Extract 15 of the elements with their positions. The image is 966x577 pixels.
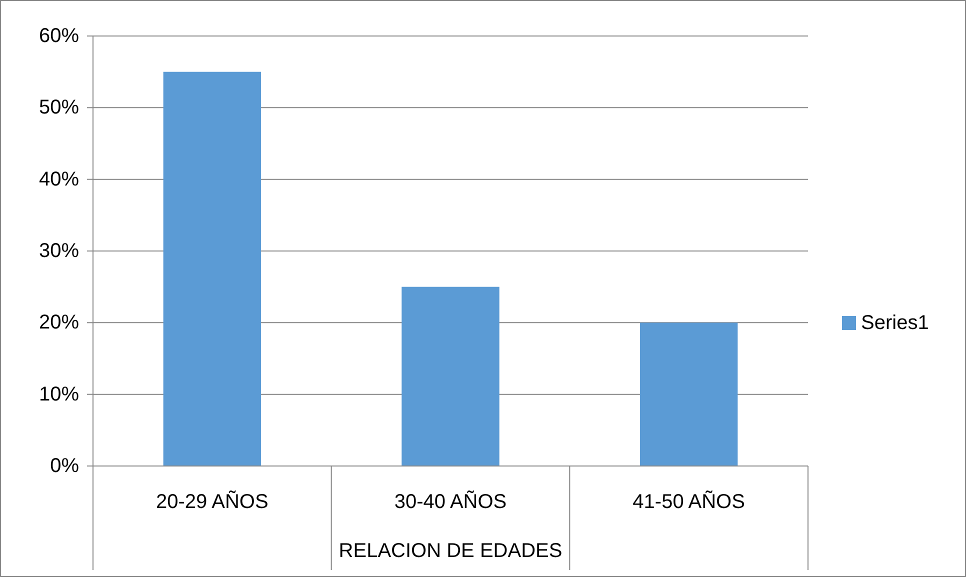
x-tick-label: 30-40 AÑOS [394, 490, 507, 513]
bar [640, 322, 738, 466]
y-tick-label: 20% [38, 312, 80, 334]
x-axis-title: RELACION DE EDADES [338, 540, 562, 562]
y-tick-label: 10% [38, 383, 80, 406]
x-tick-label: 41-50 AÑOS [632, 490, 745, 513]
bar [402, 286, 500, 466]
y-tick-label: 50% [38, 96, 80, 119]
y-tick-label: 60% [38, 25, 80, 47]
legend-label: Series1 [861, 312, 929, 334]
y-tick-label: 40% [38, 168, 80, 190]
y-tick-label: 0% [50, 455, 80, 477]
bar [163, 72, 262, 466]
y-tick-label: 30% [38, 240, 80, 262]
x-tick-label: 20-29 AÑOS [156, 490, 268, 513]
